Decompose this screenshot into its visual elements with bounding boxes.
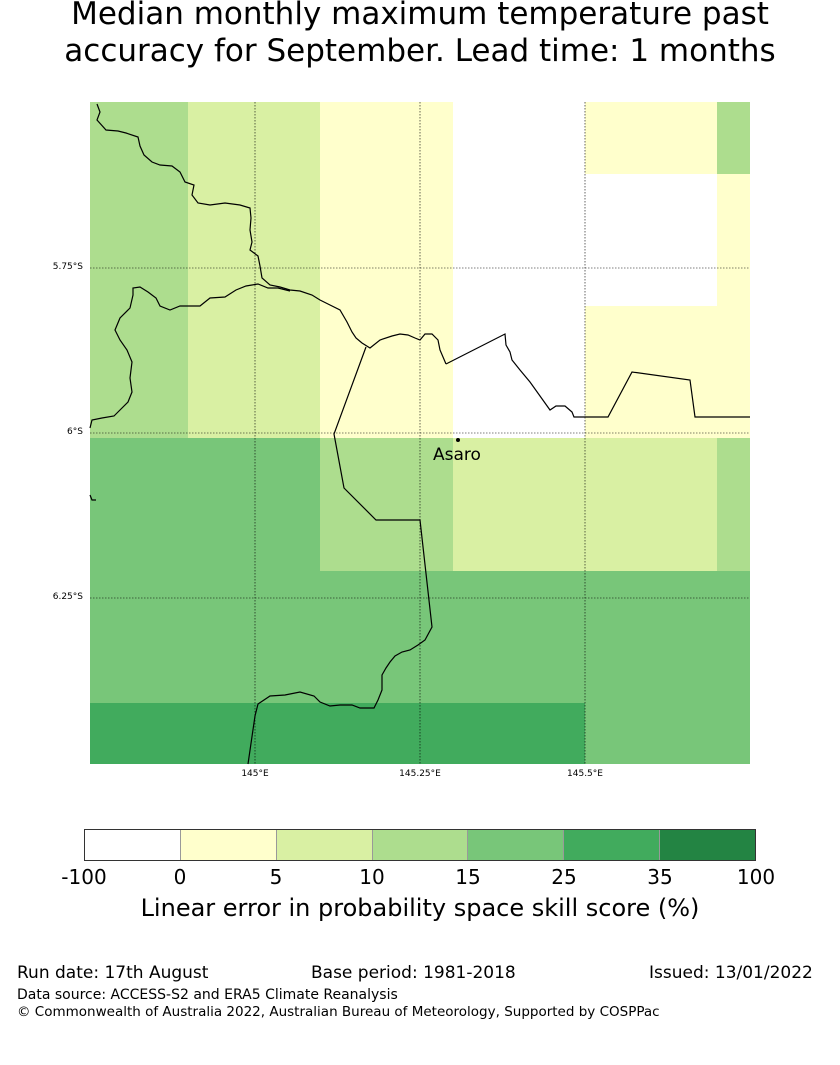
cell-0-0 [90, 102, 188, 174]
cell-0-2 [320, 102, 453, 174]
title-line-2: accuracy for September. Lead time: 1 mon… [64, 33, 776, 69]
cell-4-2 [320, 571, 453, 703]
cell-4-4 [585, 571, 717, 703]
colorbar-tick-100: 100 [736, 865, 776, 889]
cell-3-4 [585, 438, 717, 571]
asaro-marker [456, 438, 460, 442]
colorbar-seg-0 [180, 830, 277, 860]
base-period: Base period: 1981-2018 [311, 963, 516, 983]
colorbar [84, 829, 756, 861]
graticule [90, 102, 750, 764]
data-source: Data source: ACCESS-S2 and ERA5 Climate … [17, 987, 398, 1003]
cell-2-1 [188, 306, 320, 438]
lat-label-6-25: 6.25°S [52, 592, 83, 602]
boundary-central [247, 346, 433, 765]
cell-0-3 [453, 102, 585, 174]
issued-date: Issued: 13/01/2022 [649, 963, 813, 983]
province-boundaries [89, 103, 750, 765]
cell-1-2 [320, 174, 453, 306]
colorbar-tick-15: 15 [455, 865, 481, 889]
cell-2-2 [320, 306, 453, 438]
colorbar-label: Linear error in probability space skill … [140, 894, 700, 922]
colorbar-tick-5: 5 [269, 865, 283, 889]
lon-label-145-25: 145.25°E [399, 769, 441, 779]
title-line-1: Median monthly maximum temperature past [71, 0, 769, 32]
colorbar-seg-10 [372, 830, 469, 860]
cell-3-2 [320, 438, 453, 571]
cell-0-4 [585, 102, 717, 174]
boundary-east [445, 333, 750, 418]
cell-3-5 [717, 438, 750, 571]
map-panel [89, 102, 750, 765]
cell-5-4 [585, 703, 717, 764]
chart-title: Median monthly maximum temperature past … [0, 0, 840, 70]
colorbar-seg-15 [468, 830, 565, 860]
cell-4-1 [188, 571, 320, 703]
lon-label-145: 145°E [241, 769, 269, 779]
lat-label-6: 6°S [67, 427, 83, 437]
cell-2-5 [717, 306, 750, 438]
colorbar-seg-25 [564, 830, 661, 860]
cell-5-5 [717, 703, 750, 764]
cell-4-3 [453, 571, 585, 703]
colorbar-tick-10: 10 [359, 865, 385, 889]
cell-1-4 [585, 174, 717, 306]
copyright: © Commonwealth of Australia 2022, Austra… [17, 1004, 660, 1020]
colorbar-seg-5 [276, 830, 373, 860]
boundary-fragment [89, 494, 96, 501]
cell-5-2 [320, 703, 453, 764]
cell-2-3 [453, 306, 585, 438]
cell-1-0 [90, 174, 188, 306]
place-label-asaro: Asaro [433, 445, 481, 465]
cell-5-0 [90, 703, 188, 764]
run-date: Run date: 17th August [17, 963, 209, 983]
skill-grid [90, 102, 750, 764]
colorbar-seg-neg [85, 830, 181, 860]
cell-5-3 [453, 703, 585, 764]
colorbar-tick-25: 25 [551, 865, 577, 889]
cell-0-1 [188, 102, 320, 174]
colorbar-tick-neg100: -100 [61, 865, 107, 889]
cell-0-5 [717, 102, 750, 174]
cell-1-1 [188, 174, 320, 306]
cell-4-0 [90, 571, 188, 703]
cell-4-5 [717, 571, 750, 703]
cell-2-0 [90, 306, 188, 438]
cell-3-3 [453, 438, 585, 571]
lon-label-145-5: 145.5°E [567, 769, 603, 779]
cell-1-3 [453, 174, 585, 306]
colorbar-seg-35 [660, 830, 756, 860]
cell-1-5 [717, 174, 750, 306]
lat-label-5-75: 5.75°S [52, 262, 83, 272]
cell-2-4 [585, 306, 717, 438]
colorbar-tick-0: 0 [173, 865, 187, 889]
cell-3-1 [188, 438, 320, 571]
cell-3-0 [90, 438, 188, 571]
boundary-west [89, 283, 291, 429]
boundary-north [96, 103, 447, 365]
colorbar-tick-35: 35 [647, 865, 673, 889]
cell-5-1 [188, 703, 320, 764]
